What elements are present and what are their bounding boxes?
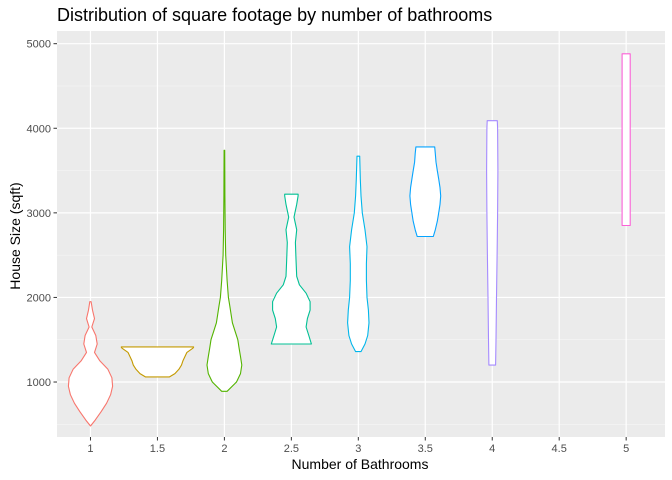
violin-1-5 xyxy=(120,346,195,378)
violin-4 xyxy=(486,120,499,366)
x-tick-label: 3.5 xyxy=(418,443,433,455)
y-tick-label: 3000 xyxy=(27,208,51,220)
y-tick-label: 1000 xyxy=(27,377,51,389)
x-tick-label: 3 xyxy=(355,443,361,455)
x-tick-label: 4 xyxy=(489,443,495,455)
violin-2-5 xyxy=(270,193,312,345)
y-axis-title: House Size (sqft) xyxy=(7,182,23,289)
violin-1 xyxy=(67,301,114,427)
x-tick-label: 2 xyxy=(221,443,227,455)
x-axis: 1 1.5 2 2.5 3 3.5 4 4.5 5 xyxy=(87,437,629,455)
y-tick-label: 4000 xyxy=(27,123,51,135)
violin-3 xyxy=(347,155,370,353)
violin-5 xyxy=(621,53,631,227)
x-axis-title: Number of Bathrooms xyxy=(292,456,429,472)
x-tick-label: 4.5 xyxy=(552,443,567,455)
y-tick-label: 5000 xyxy=(27,39,51,51)
violin-3-5 xyxy=(409,146,442,238)
chart-title: Distribution of square footage by number… xyxy=(57,5,492,25)
x-tick-label: 1.5 xyxy=(150,443,165,455)
y-tick-label: 2000 xyxy=(27,292,51,304)
y-axis: 1000 2000 3000 4000 5000 xyxy=(27,39,57,389)
violins xyxy=(67,53,631,427)
violin-2 xyxy=(206,149,243,392)
x-tick-label: 1 xyxy=(87,443,93,455)
x-tick-label: 5 xyxy=(623,443,629,455)
x-tick-label: 2.5 xyxy=(284,443,299,455)
